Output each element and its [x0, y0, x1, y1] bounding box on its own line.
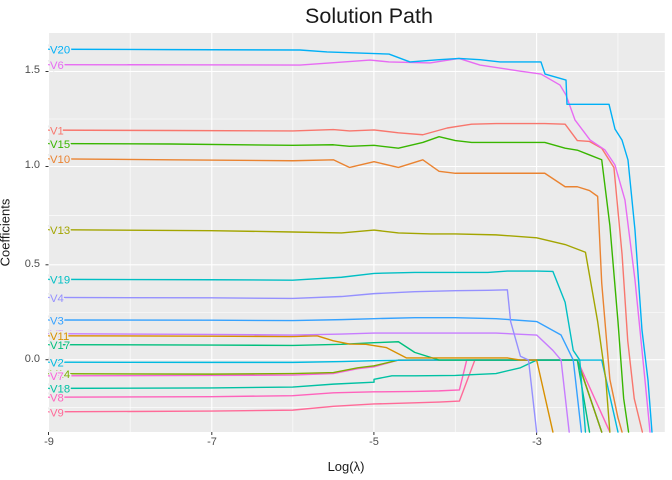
svg-text:V2: V2 — [50, 358, 64, 370]
svg-text:V8: V8 — [50, 393, 64, 405]
svg-text:V15: V15 — [50, 139, 70, 151]
svg-text:V9: V9 — [50, 407, 64, 419]
svg-text:V6: V6 — [50, 60, 64, 72]
svg-text:V4: V4 — [50, 293, 64, 305]
svg-text:V1: V1 — [50, 125, 64, 137]
svg-text:V13: V13 — [50, 225, 70, 237]
svg-text:V17: V17 — [50, 340, 70, 352]
svg-text:V7: V7 — [50, 371, 64, 383]
svg-text:V19: V19 — [50, 275, 70, 287]
svg-text:V10: V10 — [50, 154, 70, 166]
svg-text:V3: V3 — [50, 315, 64, 327]
svg-text:V20: V20 — [50, 45, 70, 57]
